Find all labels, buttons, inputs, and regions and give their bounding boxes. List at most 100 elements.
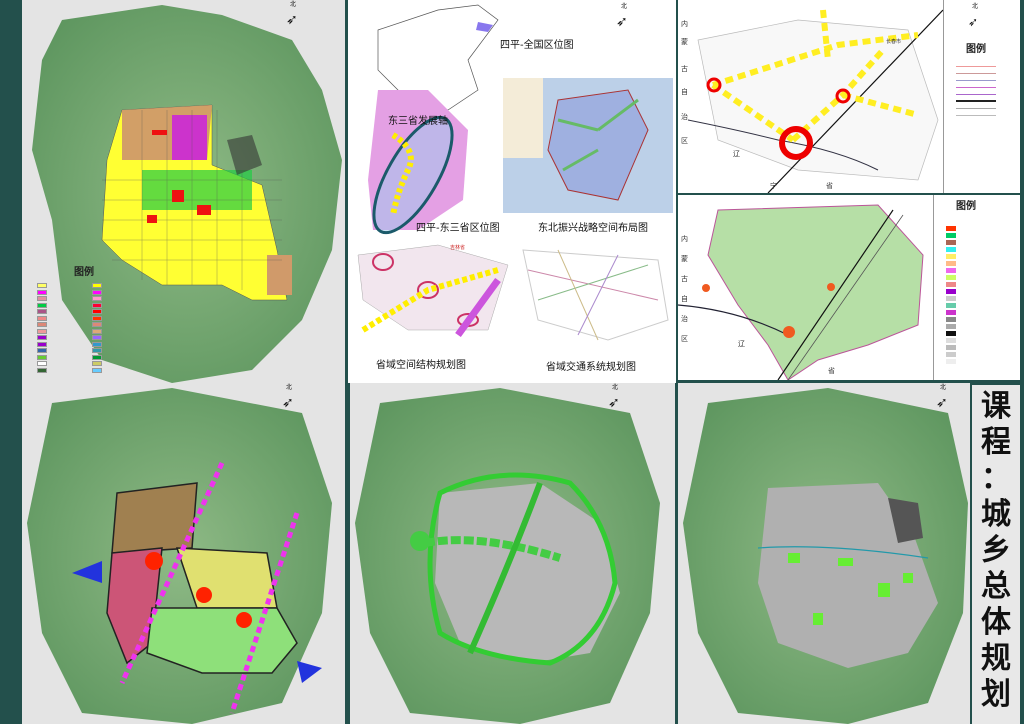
north-arrow-icon: ➶: [968, 15, 979, 29]
legend-swatch: [37, 302, 47, 308]
region-label: 省: [828, 367, 835, 375]
north-label: 北: [286, 384, 293, 391]
regional-location-panel: 四平-全国区位图 东三省发展轴 四平-东三省区位图 东北振兴战略空间布局图 吉林…: [348, 0, 676, 383]
three-provinces-title: 四平-东三省区位图: [416, 223, 500, 234]
axis-arrow-west: [72, 561, 102, 583]
region-label: 治: [681, 315, 688, 323]
north-arrow-icon: ➶: [282, 395, 294, 411]
structure-plan-panel: 北 ➶: [22, 383, 345, 724]
legend-swatch: [37, 354, 47, 360]
course-title-char: 程: [981, 425, 1011, 460]
zone-west: [106, 547, 163, 665]
development-axes: [711, 9, 919, 143]
legend-item: [946, 358, 956, 365]
legend-title: 图例: [956, 201, 976, 212]
region-label: 治: [681, 113, 688, 121]
land-use-map: [32, 5, 342, 383]
zone-magenta: [172, 115, 207, 160]
legend-swatch: [92, 354, 102, 360]
north-label: 北: [290, 1, 297, 8]
legend-swatch: [37, 309, 47, 314]
regional-maps: [357, 4, 673, 341]
legend-swatch: [92, 296, 102, 301]
legend-swatch: [92, 309, 102, 314]
legend-swatch: [946, 310, 956, 315]
north-arrow-icon: ➶: [608, 395, 620, 411]
green-space-panel: 北 ➶: [678, 383, 970, 724]
region-label: 省: [826, 182, 833, 190]
region-map: [687, 9, 943, 193]
green-system-panel: 北 ➶: [350, 383, 675, 724]
legend-swatch: [946, 296, 956, 301]
legend-swatch: [946, 359, 956, 364]
legend-item: [946, 253, 956, 260]
axis-label: 东三省发展轴: [388, 116, 448, 127]
course-title-char: 城: [981, 497, 1011, 532]
green-space-map: [683, 388, 968, 724]
legend-swatch: [37, 335, 47, 340]
legend-swatch: [946, 289, 956, 294]
siping-highlight: [476, 22, 493, 32]
legend-swatch: [946, 240, 956, 245]
course-title-char: 乡: [981, 533, 1011, 568]
region-legend-panel: 北 ➶ 图例: [943, 0, 1020, 193]
reservoir: [227, 135, 262, 175]
green-axis: [467, 481, 543, 655]
axis-arrow-east: [297, 661, 322, 683]
green-ring: [427, 472, 618, 666]
legend-item: [946, 351, 956, 358]
legend-item: [946, 232, 956, 239]
legend-swatch: [92, 341, 102, 347]
region-label: 辽: [733, 150, 740, 158]
legend-title: 图例: [966, 44, 986, 55]
legend-swatch: [37, 348, 47, 353]
region-label: 蒙: [681, 38, 688, 46]
county-map-panel: 内 蒙 古 自 治 区 辽 省 图例: [678, 195, 1020, 380]
course-title-char: 体: [981, 605, 1011, 640]
legend-swatch: [92, 348, 102, 353]
legend-item: [946, 260, 956, 267]
legend-swatch: [37, 283, 47, 288]
legend-swatch: [946, 331, 956, 336]
legend-swatch: [946, 324, 956, 329]
legend-swatch: [946, 317, 956, 322]
region-label: 自: [681, 88, 688, 96]
legend-item: [946, 239, 956, 246]
legend-item: [946, 309, 956, 316]
region-label: 区: [681, 335, 688, 343]
north-arrow-icon: ➶: [616, 14, 628, 30]
legend-swatch: [37, 315, 47, 321]
legend-swatch: [37, 361, 47, 366]
legend-title: 图例: [74, 267, 94, 278]
course-title-char: ：: [981, 461, 1011, 496]
northeast-strategy-title: 东北振兴战略空间布局图: [538, 223, 648, 234]
china-map: [377, 4, 499, 111]
legend-swatch: [37, 367, 47, 373]
province-traffic-map: [522, 249, 669, 341]
region-label: 古: [681, 275, 688, 283]
legend-swatch: [946, 303, 956, 308]
course-title-char: 划: [981, 677, 1011, 712]
urban-area: [758, 483, 938, 668]
legend-item: [946, 281, 956, 288]
legend-swatch: [92, 335, 102, 340]
national-location-title: 四平-全国区位图: [500, 40, 574, 51]
county-legend: 图例: [933, 195, 1020, 380]
legend-swatch: [946, 254, 956, 259]
legend-swatch: [92, 302, 102, 308]
legend-swatch: [946, 268, 956, 273]
legend-swatch: [946, 226, 956, 231]
city-label: 长春市: [886, 39, 902, 45]
legend-item: [946, 295, 956, 302]
legend-swatch: [946, 233, 956, 238]
land-use-map-panel: 图例 北 ➶: [22, 0, 345, 383]
north-label: 北: [612, 384, 619, 391]
legend-item: [946, 225, 956, 232]
county-map: [678, 204, 924, 380]
legend-swatch: [92, 289, 102, 295]
region-map-panel: 内 蒙 古 自 治 区 辽 宁 省 长春市: [678, 0, 943, 193]
region-label: 蒙: [681, 255, 688, 263]
jilin-label: 吉林省: [450, 245, 466, 251]
legend-item: [946, 323, 956, 330]
legend-swatch: [92, 283, 102, 288]
